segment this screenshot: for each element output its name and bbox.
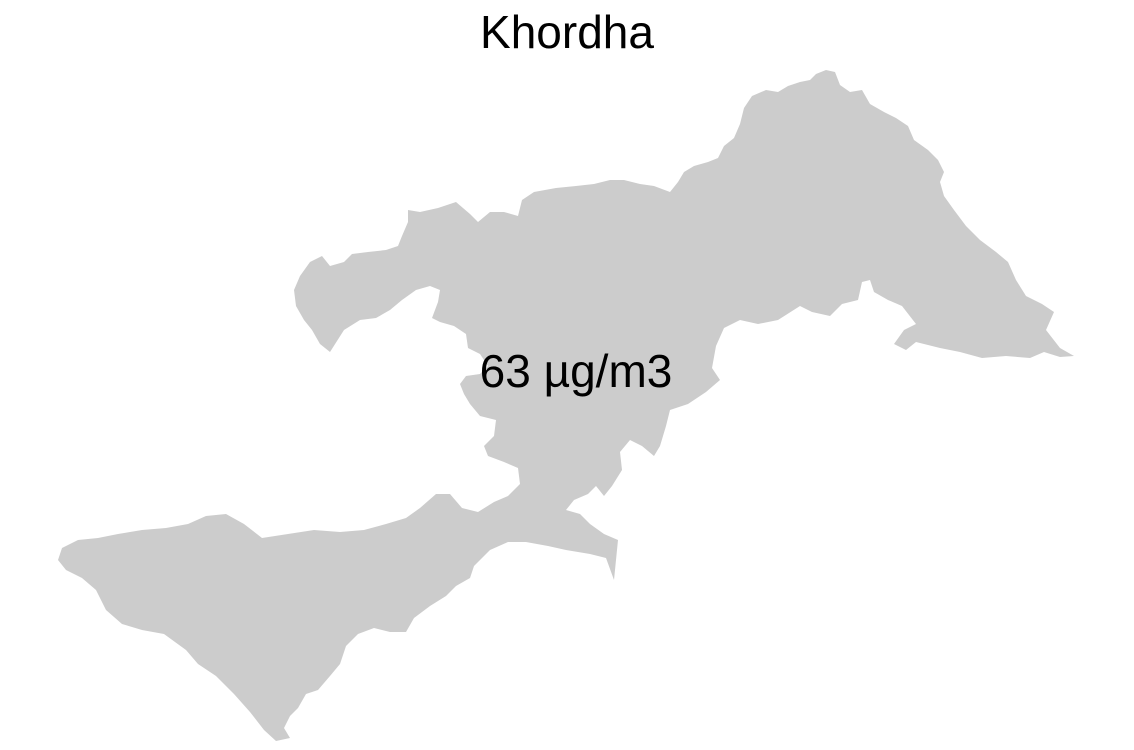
value-label: 63 µg/m3 xyxy=(479,345,673,397)
inlet-shape xyxy=(414,292,438,314)
district-shape xyxy=(58,70,1074,741)
map-title: Khordha xyxy=(480,6,654,58)
